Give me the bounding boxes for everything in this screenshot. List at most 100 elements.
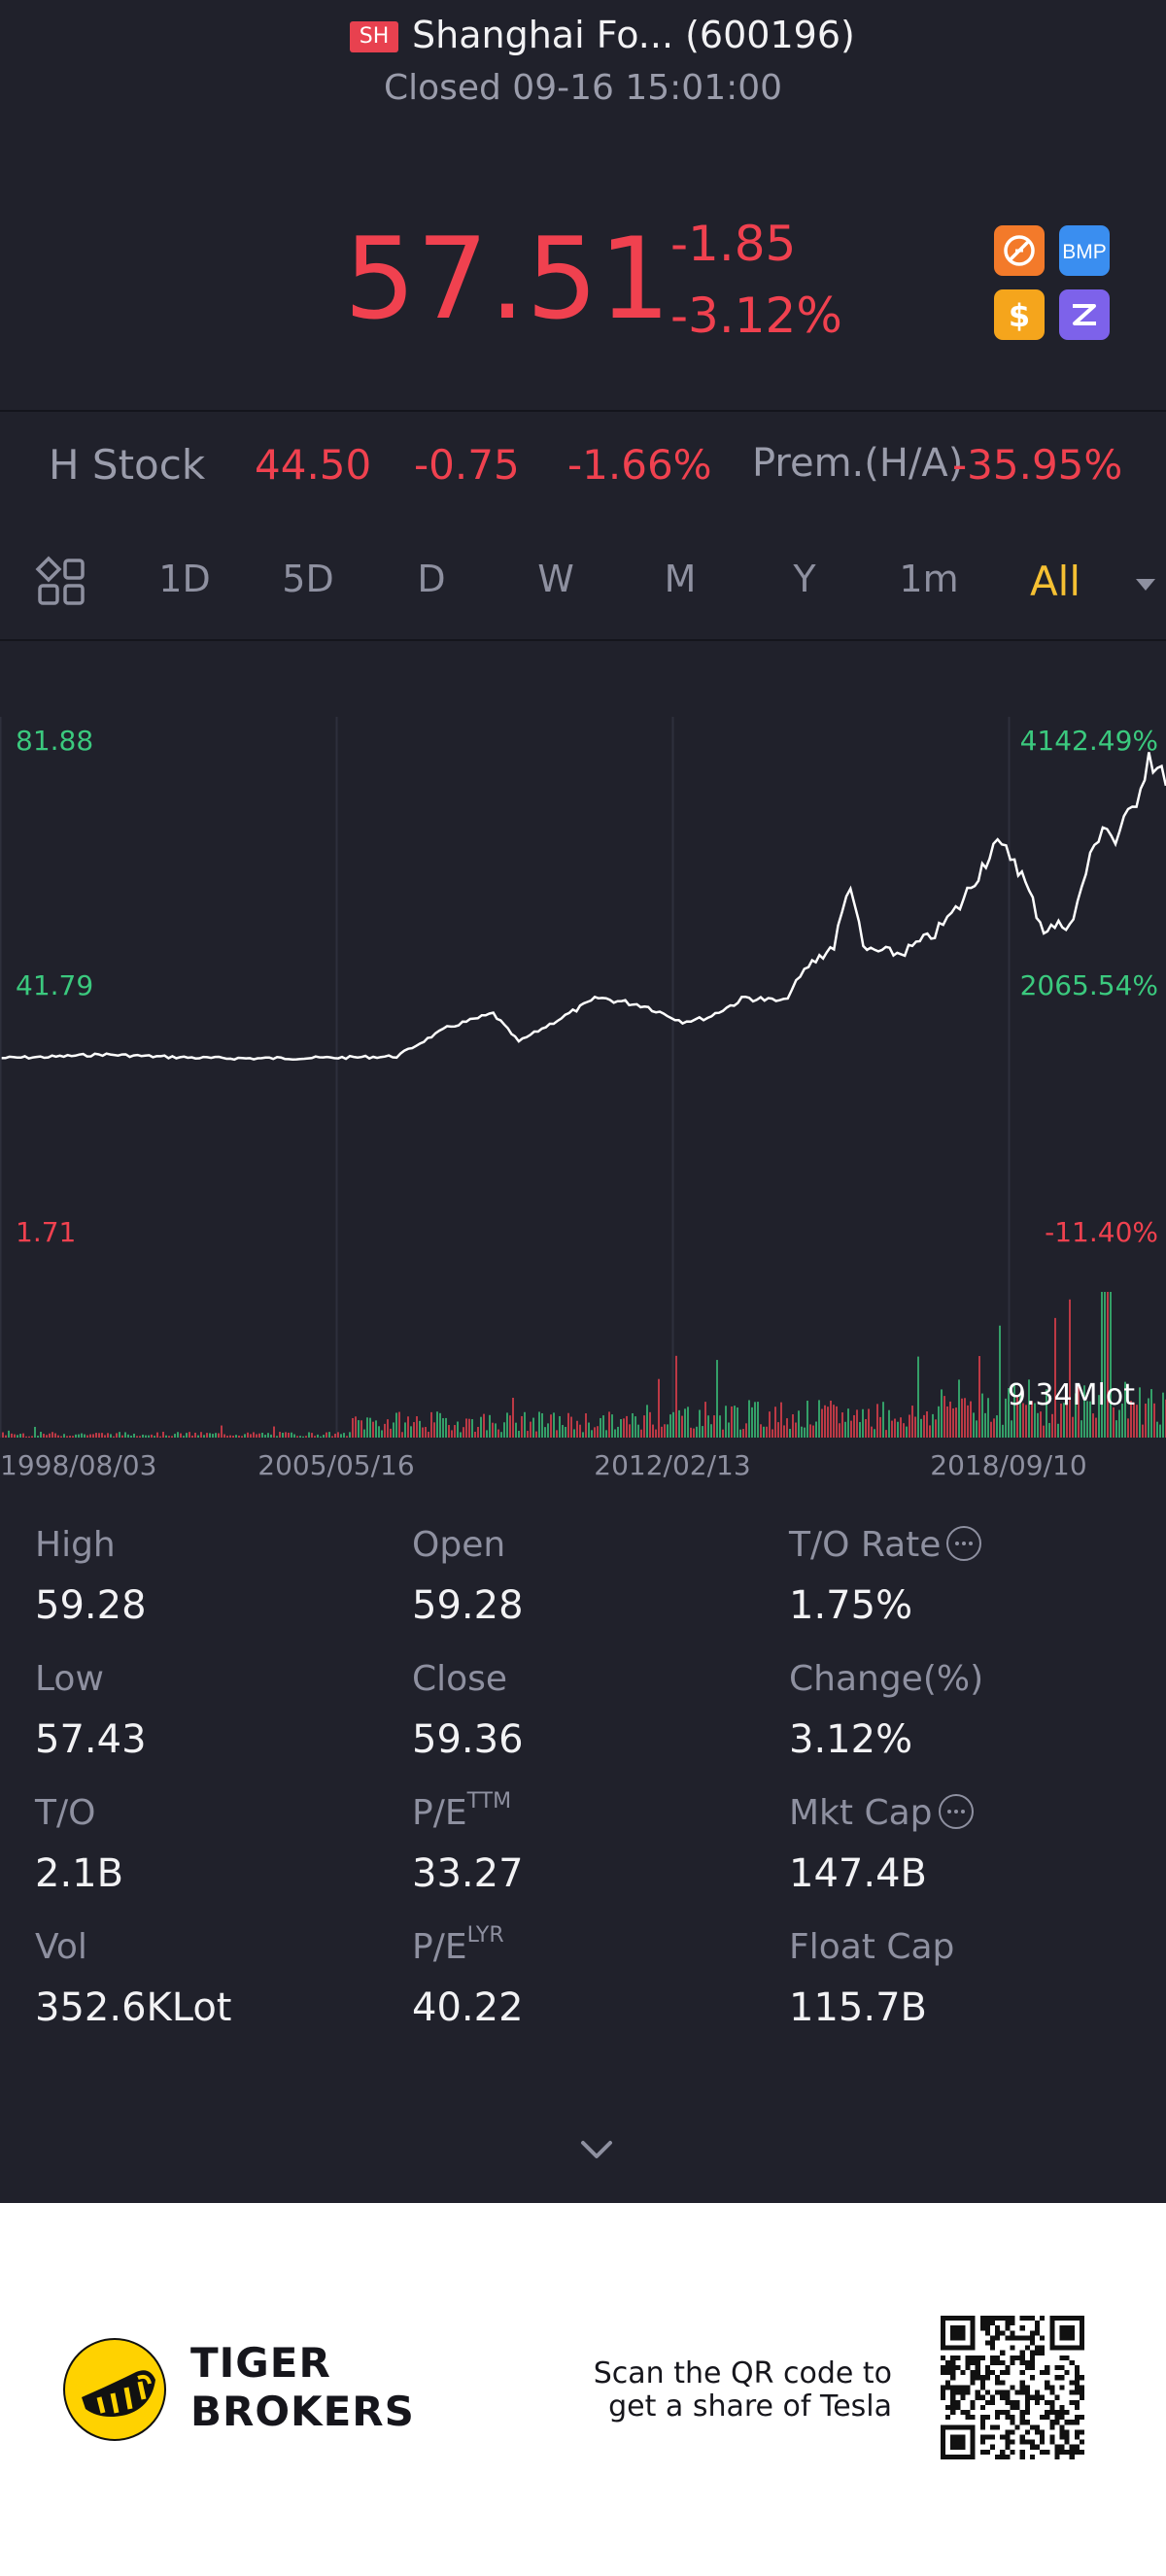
volume-bar <box>2 1432 4 1438</box>
tab-1d[interactable]: 1D <box>158 558 211 600</box>
stat-close-value: 59.36 <box>412 1717 524 1762</box>
volume-bar <box>331 1436 333 1438</box>
volume-bar <box>608 1411 610 1438</box>
volume-bar <box>804 1427 806 1438</box>
volume-bar <box>433 1422 435 1438</box>
volume-bar <box>1110 1292 1112 1438</box>
volume-bar <box>66 1436 68 1438</box>
volume-bar <box>422 1427 424 1438</box>
volume-bar <box>387 1419 389 1438</box>
volume-bar <box>31 1436 33 1438</box>
volume-bar <box>151 1434 153 1438</box>
volume-bar <box>238 1435 240 1438</box>
volume-bar <box>1086 1401 1088 1438</box>
volume-bar <box>742 1429 744 1438</box>
z-swap-icon[interactable] <box>1059 289 1110 340</box>
volume-bar <box>739 1429 741 1438</box>
volume-bar <box>1101 1292 1103 1438</box>
share-footer: TIGER BROKERS Scan the QR code to get a … <box>0 2203 1166 2576</box>
volume-bar <box>719 1415 721 1438</box>
y-label-high: 81.88 <box>16 725 93 757</box>
volume-bar <box>530 1421 532 1438</box>
qr-code <box>941 2316 1084 2459</box>
tab-w[interactable]: W <box>537 558 574 600</box>
volume-bar <box>929 1425 931 1438</box>
volume-bar <box>223 1434 225 1438</box>
volume-bar <box>1089 1401 1091 1438</box>
volume-bar <box>737 1407 738 1438</box>
h-stock-row[interactable]: H Stock 44.50 -0.75 -1.66% Prem.(H/A) -3… <box>0 412 1166 519</box>
volume-bar <box>355 1416 357 1438</box>
volume-bar <box>745 1423 747 1438</box>
premium-value: -35.95% <box>952 441 1123 489</box>
tab-d[interactable]: D <box>417 558 446 600</box>
volume-bar <box>993 1418 995 1438</box>
volume-bar <box>544 1427 546 1438</box>
volume-bar <box>1078 1385 1080 1438</box>
dropdown-caret-icon[interactable] <box>1135 577 1156 596</box>
volume-bar <box>463 1427 464 1438</box>
volume-bar <box>690 1427 692 1438</box>
volume-bar <box>81 1433 83 1438</box>
volume-bar <box>1083 1385 1085 1438</box>
volume-bar <box>894 1418 896 1438</box>
volume-bar <box>104 1435 106 1438</box>
price-chart-svg: 81.88 41.79 1.71 4142.49% 2065.54% -11.40% 9.3… <box>0 717 1166 1481</box>
volume-bar <box>538 1411 540 1438</box>
volume-bar <box>14 1434 16 1438</box>
volume-bar <box>646 1405 648 1438</box>
more-info-icon[interactable] <box>946 1526 982 1561</box>
tab-y[interactable]: Y <box>793 558 816 600</box>
pct-label-mid: 2065.54% <box>1020 969 1158 1001</box>
volume-bar <box>1022 1403 1024 1438</box>
volume-bar <box>906 1426 908 1438</box>
volume-bar <box>1080 1420 1082 1438</box>
no-commission-icon[interactable] <box>994 225 1045 276</box>
stock-title[interactable]: Shanghai Fo... (600196) <box>412 14 855 56</box>
price-chart[interactable]: 81.88 41.79 1.71 4142.49% 2065.54% -11.40% 9.3… <box>0 641 1166 1496</box>
bmp-icon[interactable]: BMP <box>1059 225 1110 276</box>
dollar-icon[interactable]: $ <box>994 289 1045 340</box>
volume-bar <box>142 1434 144 1438</box>
pct-label-high: 4142.49% <box>1020 725 1158 757</box>
grid-layout-icon[interactable] <box>35 556 87 608</box>
volume-bar <box>154 1436 155 1438</box>
volume-bar <box>156 1432 158 1438</box>
volume-bar <box>11 1433 13 1438</box>
chevron-down-icon[interactable] <box>577 2135 616 2164</box>
volume-bar <box>509 1415 511 1438</box>
volume-bar <box>1016 1396 1018 1438</box>
stat-high-label: High <box>35 1525 116 1565</box>
tab-1m[interactable]: 1m <box>899 558 959 600</box>
volume-bar <box>121 1435 123 1438</box>
volume-bar <box>410 1426 412 1438</box>
volume-bar <box>955 1407 957 1438</box>
volume-bar <box>133 1433 135 1438</box>
tab-m[interactable]: M <box>664 558 697 600</box>
volume-bar <box>570 1416 572 1438</box>
tab-5d[interactable]: 5D <box>282 558 334 600</box>
volume-bar <box>868 1408 870 1438</box>
volume-bar <box>1139 1387 1141 1438</box>
volume-bar <box>136 1436 138 1438</box>
volume-bar <box>200 1432 202 1438</box>
volume-bar <box>1153 1403 1155 1438</box>
volume-bar <box>833 1405 835 1438</box>
volume-bar <box>949 1401 951 1438</box>
volume-bar <box>390 1428 392 1438</box>
volume-bar <box>1048 1422 1050 1438</box>
market-badge: SH <box>350 21 398 52</box>
stat-to-label: T/O <box>35 1793 96 1833</box>
volume-bar <box>821 1408 823 1438</box>
volume-bar <box>926 1411 928 1438</box>
volume-bar <box>495 1423 497 1438</box>
stat-pe-ttm-value: 33.27 <box>412 1851 524 1896</box>
volume-bar <box>792 1414 794 1438</box>
volume-bar <box>1005 1398 1007 1438</box>
y-label-low: 1.71 <box>16 1216 76 1248</box>
more-info-icon[interactable] <box>938 1794 974 1829</box>
stat-close-label: Close <box>412 1659 508 1699</box>
volume-bar <box>241 1436 243 1438</box>
volume-bar <box>550 1414 552 1438</box>
tab-all[interactable]: All <box>1029 558 1081 605</box>
